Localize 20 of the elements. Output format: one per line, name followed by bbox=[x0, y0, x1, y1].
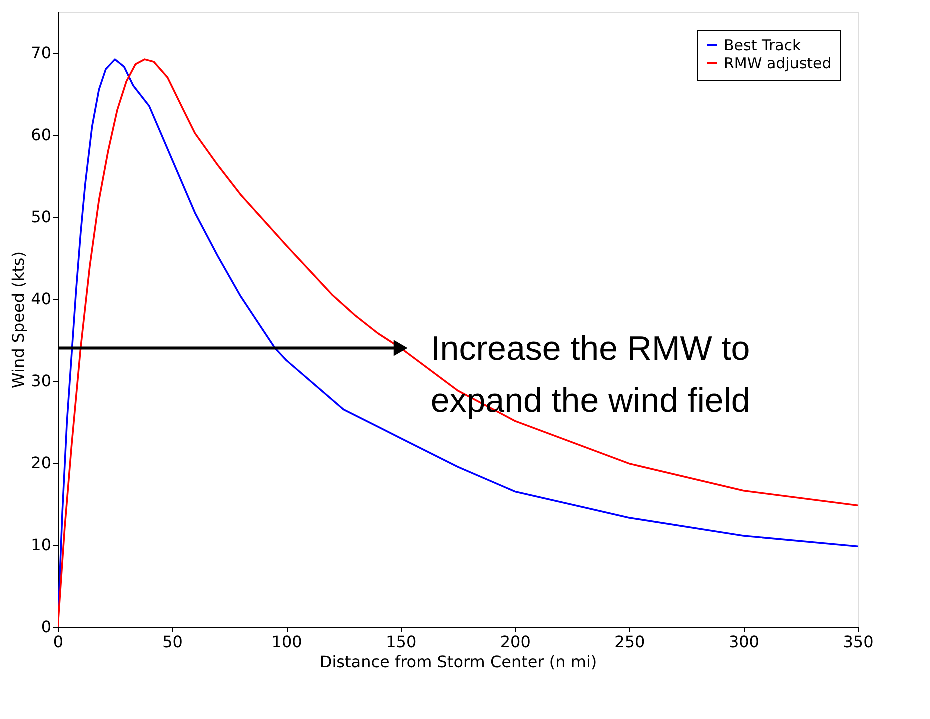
y-tick-label: 10 bbox=[31, 536, 52, 554]
x-tick-label: 350 bbox=[843, 632, 874, 652]
x-tick-label: 200 bbox=[500, 632, 531, 652]
y-tick-label: 50 bbox=[31, 208, 52, 226]
y-tick-label: 20 bbox=[31, 454, 52, 472]
x-tick-label: 300 bbox=[728, 632, 760, 652]
y-axis-title: Wind Speed (kts) bbox=[9, 252, 28, 388]
y-tick-label: 30 bbox=[31, 372, 52, 390]
y-tick-label: 0 bbox=[41, 618, 52, 636]
legend-label: RMW adjusted bbox=[724, 54, 832, 72]
x-axis-title: Distance from Storm Center (n mi) bbox=[320, 652, 598, 672]
y-tick-label: 70 bbox=[31, 44, 52, 62]
x-tick-label: 250 bbox=[614, 632, 646, 652]
x-tick-label: 0 bbox=[53, 632, 64, 652]
y-tick-label: 60 bbox=[31, 126, 52, 144]
x-tick-label: 150 bbox=[386, 632, 417, 652]
legend-label: Best Track bbox=[724, 36, 802, 54]
x-tick-label: 100 bbox=[272, 632, 302, 652]
x-tick-label: 50 bbox=[162, 632, 183, 652]
y-tick-label: 40 bbox=[31, 290, 52, 308]
